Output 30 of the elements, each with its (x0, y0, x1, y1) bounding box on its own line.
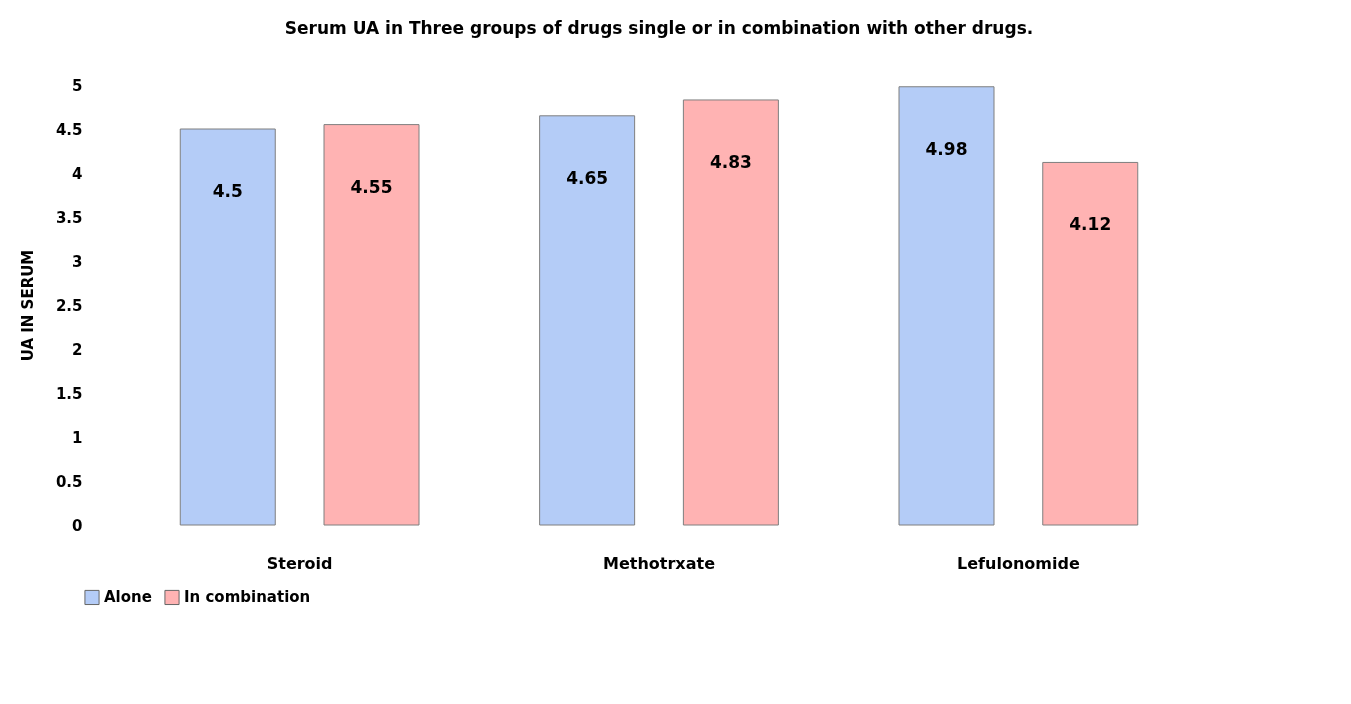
data-label: 4.55 (350, 176, 393, 197)
legend-label: In combination (184, 588, 311, 607)
y-axis-title: UA IN SERUM (18, 249, 37, 362)
y-tick-label: 1 (72, 428, 83, 447)
x-tick-label: Methotrxate (603, 553, 716, 573)
y-tick-label: 0.5 (55, 472, 83, 491)
data-label: 4.65 (566, 167, 609, 188)
y-tick-label: 5 (72, 76, 83, 95)
y-tick-label: 3.5 (55, 208, 83, 227)
y-tick-label: 4 (72, 164, 83, 183)
chart-title: Serum UA in Three groups of drugs single or in combination with other drugs. (284, 18, 1034, 38)
y-tick-label: 1.5 (55, 384, 83, 403)
data-label: 4.5 (212, 181, 243, 201)
bar (179, 128, 276, 526)
y-tick-label: 2.5 (55, 296, 83, 315)
data-label: 4.12 (1069, 214, 1112, 235)
data-label: 4.98 (925, 138, 968, 159)
data-label: 4.83 (709, 151, 752, 172)
bar (898, 86, 995, 526)
bar (682, 99, 779, 526)
bar (323, 124, 420, 526)
bar (1042, 161, 1139, 526)
x-tick-label: Lefulonomide (957, 553, 1080, 573)
y-tick-label: 4.5 (55, 120, 83, 139)
y-tick-label: 2 (72, 340, 83, 359)
y-tick-label: 0 (72, 516, 83, 535)
x-tick-label: Steroid (266, 553, 333, 573)
bar (539, 115, 636, 526)
legend-label: Alone (104, 588, 152, 607)
y-tick-label: 3 (72, 252, 83, 271)
